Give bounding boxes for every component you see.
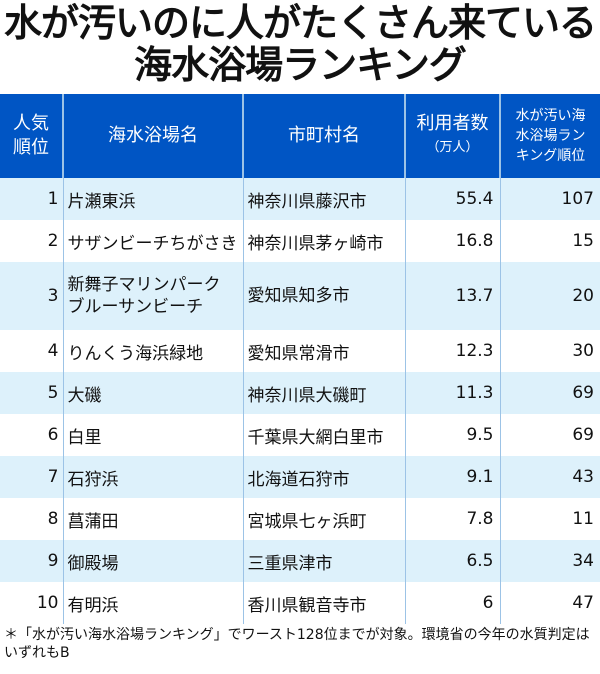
dirty-rank-cell: 11: [499, 498, 600, 540]
beach-cell: 大磯: [62, 372, 243, 414]
visitors-cell: 11.3: [404, 372, 500, 414]
visitors-cell: 6.5: [404, 540, 500, 582]
visitors-cell: 9.1: [404, 456, 500, 498]
header-visitors: 利用者数 （万人）: [404, 94, 500, 178]
title-line-1: 水が汚いのに人がたくさん来ている: [3, 1, 597, 45]
header-municipality: 市町村名: [242, 94, 405, 178]
rank-cell: 4: [47, 341, 59, 361]
municipality-cell: 愛知県常滑市: [242, 330, 405, 372]
dirty-rank-cell: 69: [499, 372, 600, 414]
header-visitors-label: 利用者数: [416, 113, 489, 134]
table-row: 7 石狩浜 北海道石狩市 9.1 43: [0, 456, 600, 498]
visitors-cell: 12.3: [404, 330, 500, 372]
header-rank-line: 順位: [13, 137, 49, 158]
beach-cell: 菖蒲田: [62, 498, 243, 540]
visitors-cell: 9.5: [404, 414, 500, 456]
dirty-rank-cell: 15: [499, 220, 600, 262]
header-rank: 人気 順位: [0, 94, 63, 178]
municipality-cell: 神奈川県藤沢市: [242, 178, 405, 220]
table-row: 6 白里 千葉県大網白里市 9.5 69: [0, 414, 600, 456]
rank-cell: 5: [0, 372, 63, 414]
table-row: 2 サザンビーチちがさき 神奈川県茅ヶ崎市 16.8 15: [0, 220, 600, 262]
municipality-cell: 三重県津市: [242, 540, 405, 582]
table-header-row: 人気順位 海水浴場名 市町村名 利用者数 （万人） 水が汚い海水浴場ランキング順位: [0, 94, 600, 178]
dirty-rank-cell: 20: [499, 262, 600, 330]
beach-name-line: 新舞子マリンパーク: [67, 275, 221, 295]
beach-name-line: 御殿場: [67, 553, 119, 574]
dirty-rank-cell: 47: [499, 582, 600, 624]
municipality-cell: 神奈川県大磯町: [242, 372, 405, 414]
rank-cell: 2: [47, 231, 59, 251]
visitors-cell: 16.8: [404, 220, 500, 262]
rank-cell: 9: [0, 540, 63, 582]
beach-name-line: 石狩浜: [67, 469, 119, 490]
beach-cell: 石狩浜: [62, 456, 243, 498]
municipality-cell: 神奈川県茅ヶ崎市: [242, 220, 405, 262]
beach-cell: 有明浜: [62, 582, 243, 624]
beach-cell: 片瀬東浜: [62, 178, 243, 220]
rank-cell: 3: [0, 262, 63, 330]
rank-cell: 7: [0, 456, 63, 498]
header-visitors-unit: （万人）: [426, 140, 479, 155]
visitors-cell: 55.4: [404, 178, 500, 220]
beach-cell: りんくう海浜緑地: [62, 330, 243, 372]
header-dirty-rank: 水が汚い海水浴場ランキング順位: [499, 94, 600, 178]
header-dirty-rank-line: 水浴場ラン: [515, 128, 586, 144]
visitors-cell: 13.7: [404, 262, 500, 330]
header-dirty-rank-line: 水が汚い海: [515, 108, 586, 124]
beach-cell: 白里: [62, 414, 243, 456]
beach-cell: 新舞子マリンパーク ブルーサンビーチ: [62, 262, 243, 330]
table-row: 10 有明浜 香川県観音寺市 6 47: [0, 582, 600, 624]
beach-cell: サザンビーチちがさき: [62, 220, 243, 262]
beach-name-line: 菖蒲田: [67, 511, 119, 532]
rank-cell: 1: [0, 178, 63, 220]
table-row: 3 新舞子マリンパーク ブルーサンビーチ 愛知県知多市 13.7 20: [0, 262, 600, 330]
municipality-cell: 愛知県知多市: [242, 262, 405, 330]
table-row: 5 大磯 神奈川県大磯町 11.3 69: [0, 372, 600, 414]
municipality-cell: 千葉県大網白里市: [242, 414, 405, 456]
visitors-cell: 7.8: [404, 498, 500, 540]
beach-name-line: りんくう海浜緑地: [67, 343, 204, 364]
table-row: 1 片瀬東浜 神奈川県藤沢市 55.4 107: [0, 178, 600, 220]
municipality-cell: 香川県観音寺市: [242, 582, 405, 624]
title-line-2: 海水浴場ランキング: [134, 43, 467, 87]
municipality-cell: 北海道石狩市: [242, 456, 405, 498]
dirty-rank-cell: 69: [499, 414, 600, 456]
beach-name-line: ブルーサンビーチ: [67, 297, 204, 317]
header-rank-line: 人気: [13, 113, 49, 134]
beach-name-line: 有明浜: [67, 595, 119, 616]
header-beach: 海水浴場名: [62, 94, 243, 178]
header-dirty-rank-line: キング順位: [515, 148, 586, 164]
footnote: ＊「水が汚い海水浴場ランキング」でワースト128位までが対象。環境省の今年の水質…: [4, 627, 590, 661]
table-row: 9 御殿場 三重県津市 6.5 34: [0, 540, 600, 582]
rank-cell: 6: [47, 425, 59, 445]
table-row: 8 菖蒲田 宮城県七ヶ浜町 7.8 11: [0, 498, 600, 540]
dirty-rank-cell: 43: [499, 456, 600, 498]
table-row: 4 りんくう海浜緑地 愛知県常滑市 12.3 30: [0, 330, 600, 372]
beach-name-line: 片瀬東浜: [67, 191, 136, 212]
municipality-cell: 宮城県七ヶ浜町: [242, 498, 405, 540]
dirty-rank-cell: 30: [499, 330, 600, 372]
beach-name-line: 白里: [67, 427, 102, 448]
beach-name-line: 大磯: [67, 385, 102, 406]
page-title: 水が汚いのに人がたくさん来ている 海水浴場ランキング: [0, 2, 600, 86]
beach-name-line: サザンビーチちがさき: [67, 233, 238, 254]
rank-cell: 10: [36, 593, 59, 613]
visitors-cell: 6: [404, 582, 500, 624]
beach-cell: 御殿場: [62, 540, 243, 582]
ranking-table: 人気順位 海水浴場名 市町村名 利用者数 （万人） 水が汚い海水浴場ランキング順位…: [0, 94, 600, 624]
rank-cell: 8: [47, 509, 59, 529]
dirty-rank-cell: 107: [499, 178, 600, 220]
dirty-rank-cell: 34: [499, 540, 600, 582]
